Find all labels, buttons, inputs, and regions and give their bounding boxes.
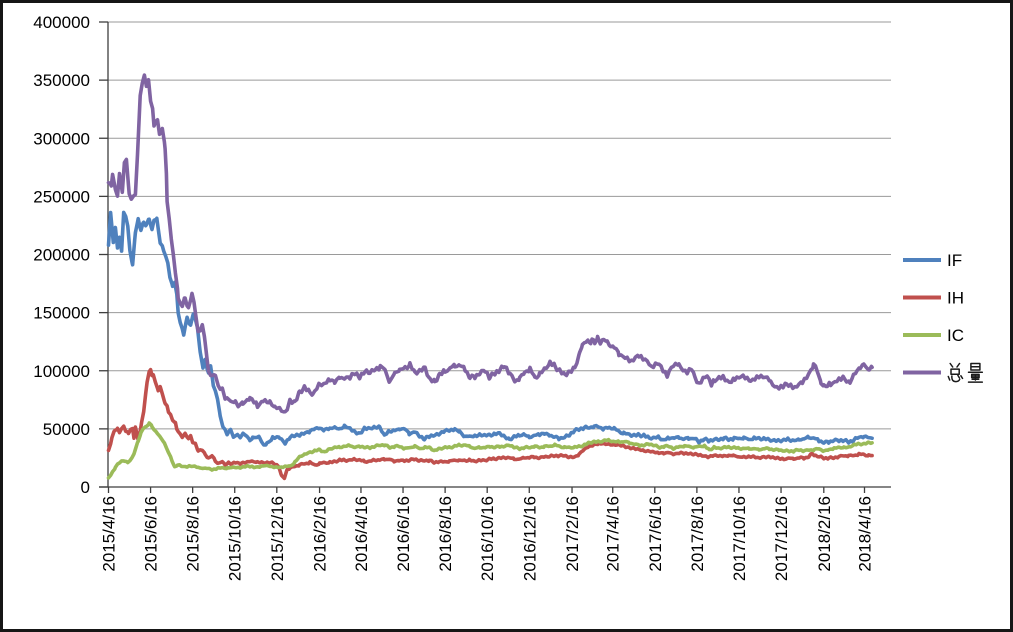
legend-label-IH: IH xyxy=(947,289,964,308)
y-axis-label: 300000 xyxy=(33,129,90,148)
y-axis-label: 350000 xyxy=(33,71,90,90)
x-axis-label: 2018/2/16 xyxy=(815,496,834,572)
y-axis-label: 100000 xyxy=(33,362,90,381)
x-axis-label: 2015/8/16 xyxy=(184,496,203,572)
y-axis-label: 200000 xyxy=(33,246,90,265)
x-axis-label: 2016/4/16 xyxy=(352,496,371,572)
x-axis-label: 2015/4/16 xyxy=(100,496,119,572)
x-axis-label: 2015/10/16 xyxy=(226,496,245,581)
legend-label-IF: IF xyxy=(947,251,962,270)
axes xyxy=(99,21,891,493)
x-axis-label: 2016/8/16 xyxy=(436,496,455,572)
x-axis-label: 2015/6/16 xyxy=(142,496,161,572)
x-axis-labels: 2015/4/16 2015/6/16 2015/8/16 2015/10/16 201… xyxy=(100,496,875,581)
series-line-IH[interactable] xyxy=(106,367,874,481)
series-line-IC[interactable] xyxy=(106,421,874,480)
legend-item-IF[interactable]: IF xyxy=(903,251,962,270)
y-axis-labels: 0 50000 100000 150000 200000 250000 300000 3500… xyxy=(33,13,90,497)
x-axis-label: 2015/12/16 xyxy=(268,496,287,581)
x-axis-label: 2018/4/16 xyxy=(856,496,875,572)
x-axis-label: 2017/2/16 xyxy=(563,496,582,572)
x-axis-label: 2017/12/16 xyxy=(772,496,791,581)
x-axis-label: 2017/10/16 xyxy=(730,496,749,581)
y-axis-label: 0 xyxy=(81,478,90,497)
x-axis-label: 2016/10/16 xyxy=(478,496,497,581)
x-axis-label: 2017/4/16 xyxy=(604,496,623,572)
series-line-总量[interactable] xyxy=(106,73,874,414)
legend-item-IH[interactable]: IH xyxy=(903,289,964,308)
zongliang-glyph xyxy=(947,362,984,383)
series-line-IF[interactable] xyxy=(106,210,874,447)
x-axis-label: 2017/8/16 xyxy=(688,496,707,572)
y-axis-label: 150000 xyxy=(33,304,90,323)
series-lines[interactable] xyxy=(106,73,874,481)
legend-label-总量 xyxy=(947,362,984,383)
legend-item-IC[interactable]: IC xyxy=(903,326,964,345)
gridlines xyxy=(108,21,891,430)
x-axis-label: 2017/6/16 xyxy=(646,496,665,572)
legend[interactable]: IF IH IC xyxy=(903,251,984,383)
x-axis-label: 2016/2/16 xyxy=(311,496,330,572)
legend-label-IC: IC xyxy=(947,326,964,345)
legend-item-总量[interactable] xyxy=(903,362,984,383)
y-axis-label: 400000 xyxy=(33,13,90,32)
x-axis-label: 2016/6/16 xyxy=(394,496,413,572)
y-axis-label: 50000 xyxy=(43,420,90,439)
x-axis-label: 2016/12/16 xyxy=(520,496,539,581)
y-axis-label: 250000 xyxy=(33,187,90,206)
